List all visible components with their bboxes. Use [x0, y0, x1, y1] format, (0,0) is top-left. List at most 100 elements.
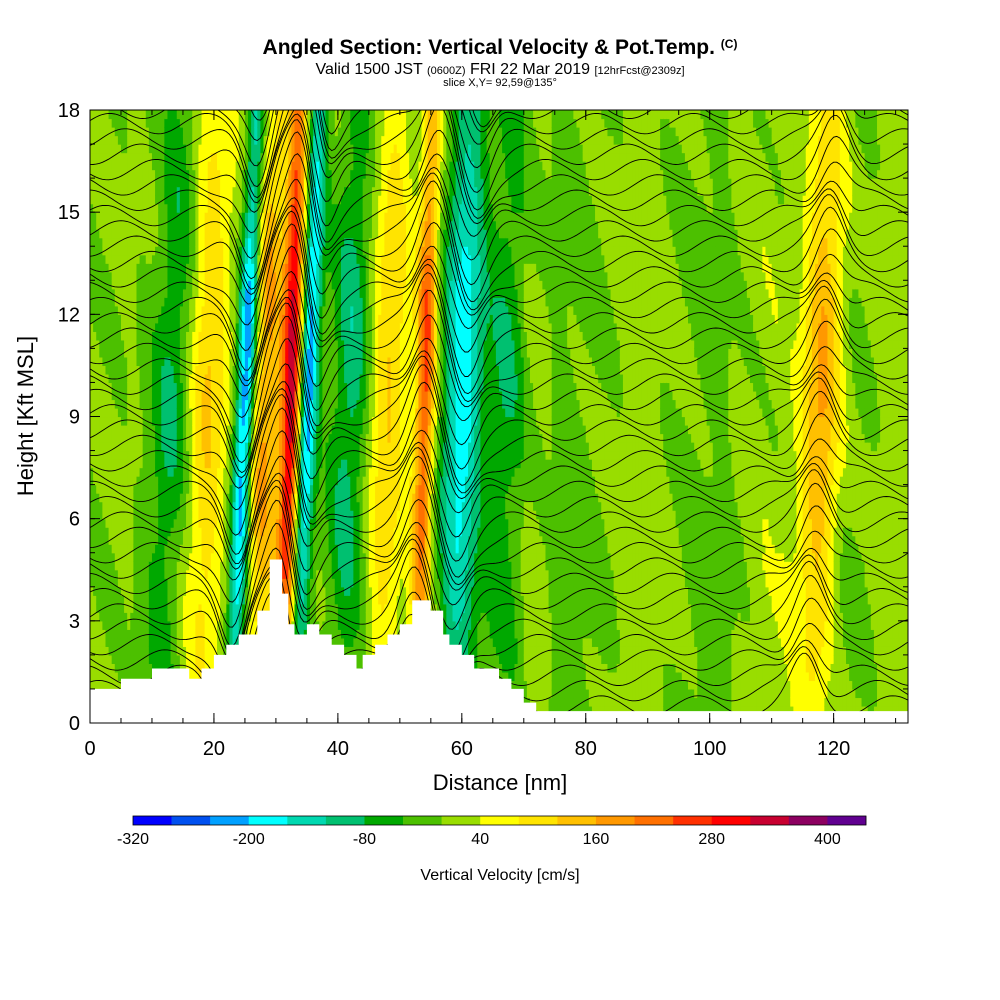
field-cell [139, 569, 144, 579]
field-cell [124, 390, 128, 401]
field-cell [139, 407, 144, 418]
field-cell [145, 169, 150, 179]
field-cell [136, 595, 141, 605]
field-cell [170, 484, 175, 494]
field-cell [117, 331, 122, 341]
field-cell [186, 118, 190, 128]
field-cell [102, 373, 107, 384]
field-cell [161, 322, 165, 332]
field-cell [182, 544, 187, 554]
field-cell [170, 186, 175, 196]
field-cell [133, 425, 138, 435]
field-cell [136, 229, 141, 239]
field-cell [108, 459, 113, 469]
field-cell [142, 637, 147, 647]
field-cell [170, 476, 175, 486]
field-cell [142, 510, 147, 520]
field-cell [114, 510, 119, 520]
field-cell [114, 135, 119, 145]
field-cell [96, 586, 100, 596]
field-cell [124, 110, 128, 120]
field-cell [93, 603, 97, 613]
field-cell [142, 314, 147, 324]
field-cell [111, 288, 116, 298]
field-cell [139, 663, 144, 673]
field-cell [148, 527, 153, 537]
field-cell [173, 288, 178, 298]
field-cell [130, 654, 134, 664]
field-cell [170, 169, 175, 179]
field-cell [114, 152, 119, 162]
field-cell [127, 646, 131, 656]
field-cell [136, 399, 141, 409]
field-cell [108, 314, 113, 324]
field-cell [105, 288, 110, 298]
field-cell [117, 595, 122, 605]
field-cell [170, 246, 175, 256]
field-cell [176, 578, 181, 588]
field-cell [158, 425, 162, 435]
field-cell [139, 612, 144, 622]
field-cell [120, 305, 125, 315]
field-cell [151, 356, 156, 367]
field-cell [105, 493, 110, 503]
field-cell [148, 322, 153, 332]
field-cell [142, 331, 147, 341]
field-cell [136, 246, 141, 256]
field-cell [176, 288, 181, 298]
field-cell [111, 152, 116, 162]
field-cell [167, 612, 172, 622]
field-cell [179, 203, 184, 213]
field-cell [182, 654, 187, 664]
field-cell [155, 203, 159, 213]
field-cell [158, 348, 162, 358]
field-cell [136, 280, 141, 290]
field-cell [114, 654, 119, 664]
field-cell [133, 356, 138, 367]
field-cell [158, 416, 162, 426]
field-cell [167, 195, 172, 205]
field-cell [111, 501, 116, 511]
field-cell [176, 203, 181, 213]
field-cell [90, 169, 94, 179]
field-cell [161, 118, 165, 128]
field-cell [170, 356, 175, 367]
field-cell [148, 271, 153, 281]
field-cell [167, 578, 172, 588]
field-cell [111, 169, 116, 179]
field-cell [142, 118, 147, 128]
field-cell [114, 314, 119, 324]
field-cell [161, 416, 165, 426]
field-cell [102, 356, 107, 367]
field-cell [120, 195, 125, 205]
field-cell [155, 425, 159, 435]
field-cell [139, 629, 144, 639]
field-cell [136, 544, 141, 554]
field-cell [182, 442, 187, 452]
field-cell [108, 501, 113, 511]
field-cell [155, 450, 159, 460]
field-cell [111, 220, 116, 230]
field-cell [114, 390, 119, 401]
field-cell [136, 484, 141, 494]
field-cell [117, 135, 122, 145]
field-cell [93, 399, 97, 409]
field-cell [127, 144, 131, 154]
field-cell [93, 322, 97, 332]
field-cell [155, 322, 159, 332]
field-cell [179, 425, 184, 435]
field-cell [102, 118, 107, 128]
field-cell [139, 186, 144, 196]
field-cell [155, 297, 159, 307]
field-cell [102, 595, 107, 605]
field-cell [173, 339, 178, 349]
field-cell [145, 118, 150, 128]
field-cell [120, 493, 125, 503]
field-cell [114, 416, 119, 426]
field-cell [102, 433, 107, 443]
field-cell [105, 612, 110, 622]
field-cell [142, 186, 147, 196]
field-cell [136, 348, 141, 358]
field-cell [96, 399, 100, 409]
field-cell [108, 493, 113, 503]
